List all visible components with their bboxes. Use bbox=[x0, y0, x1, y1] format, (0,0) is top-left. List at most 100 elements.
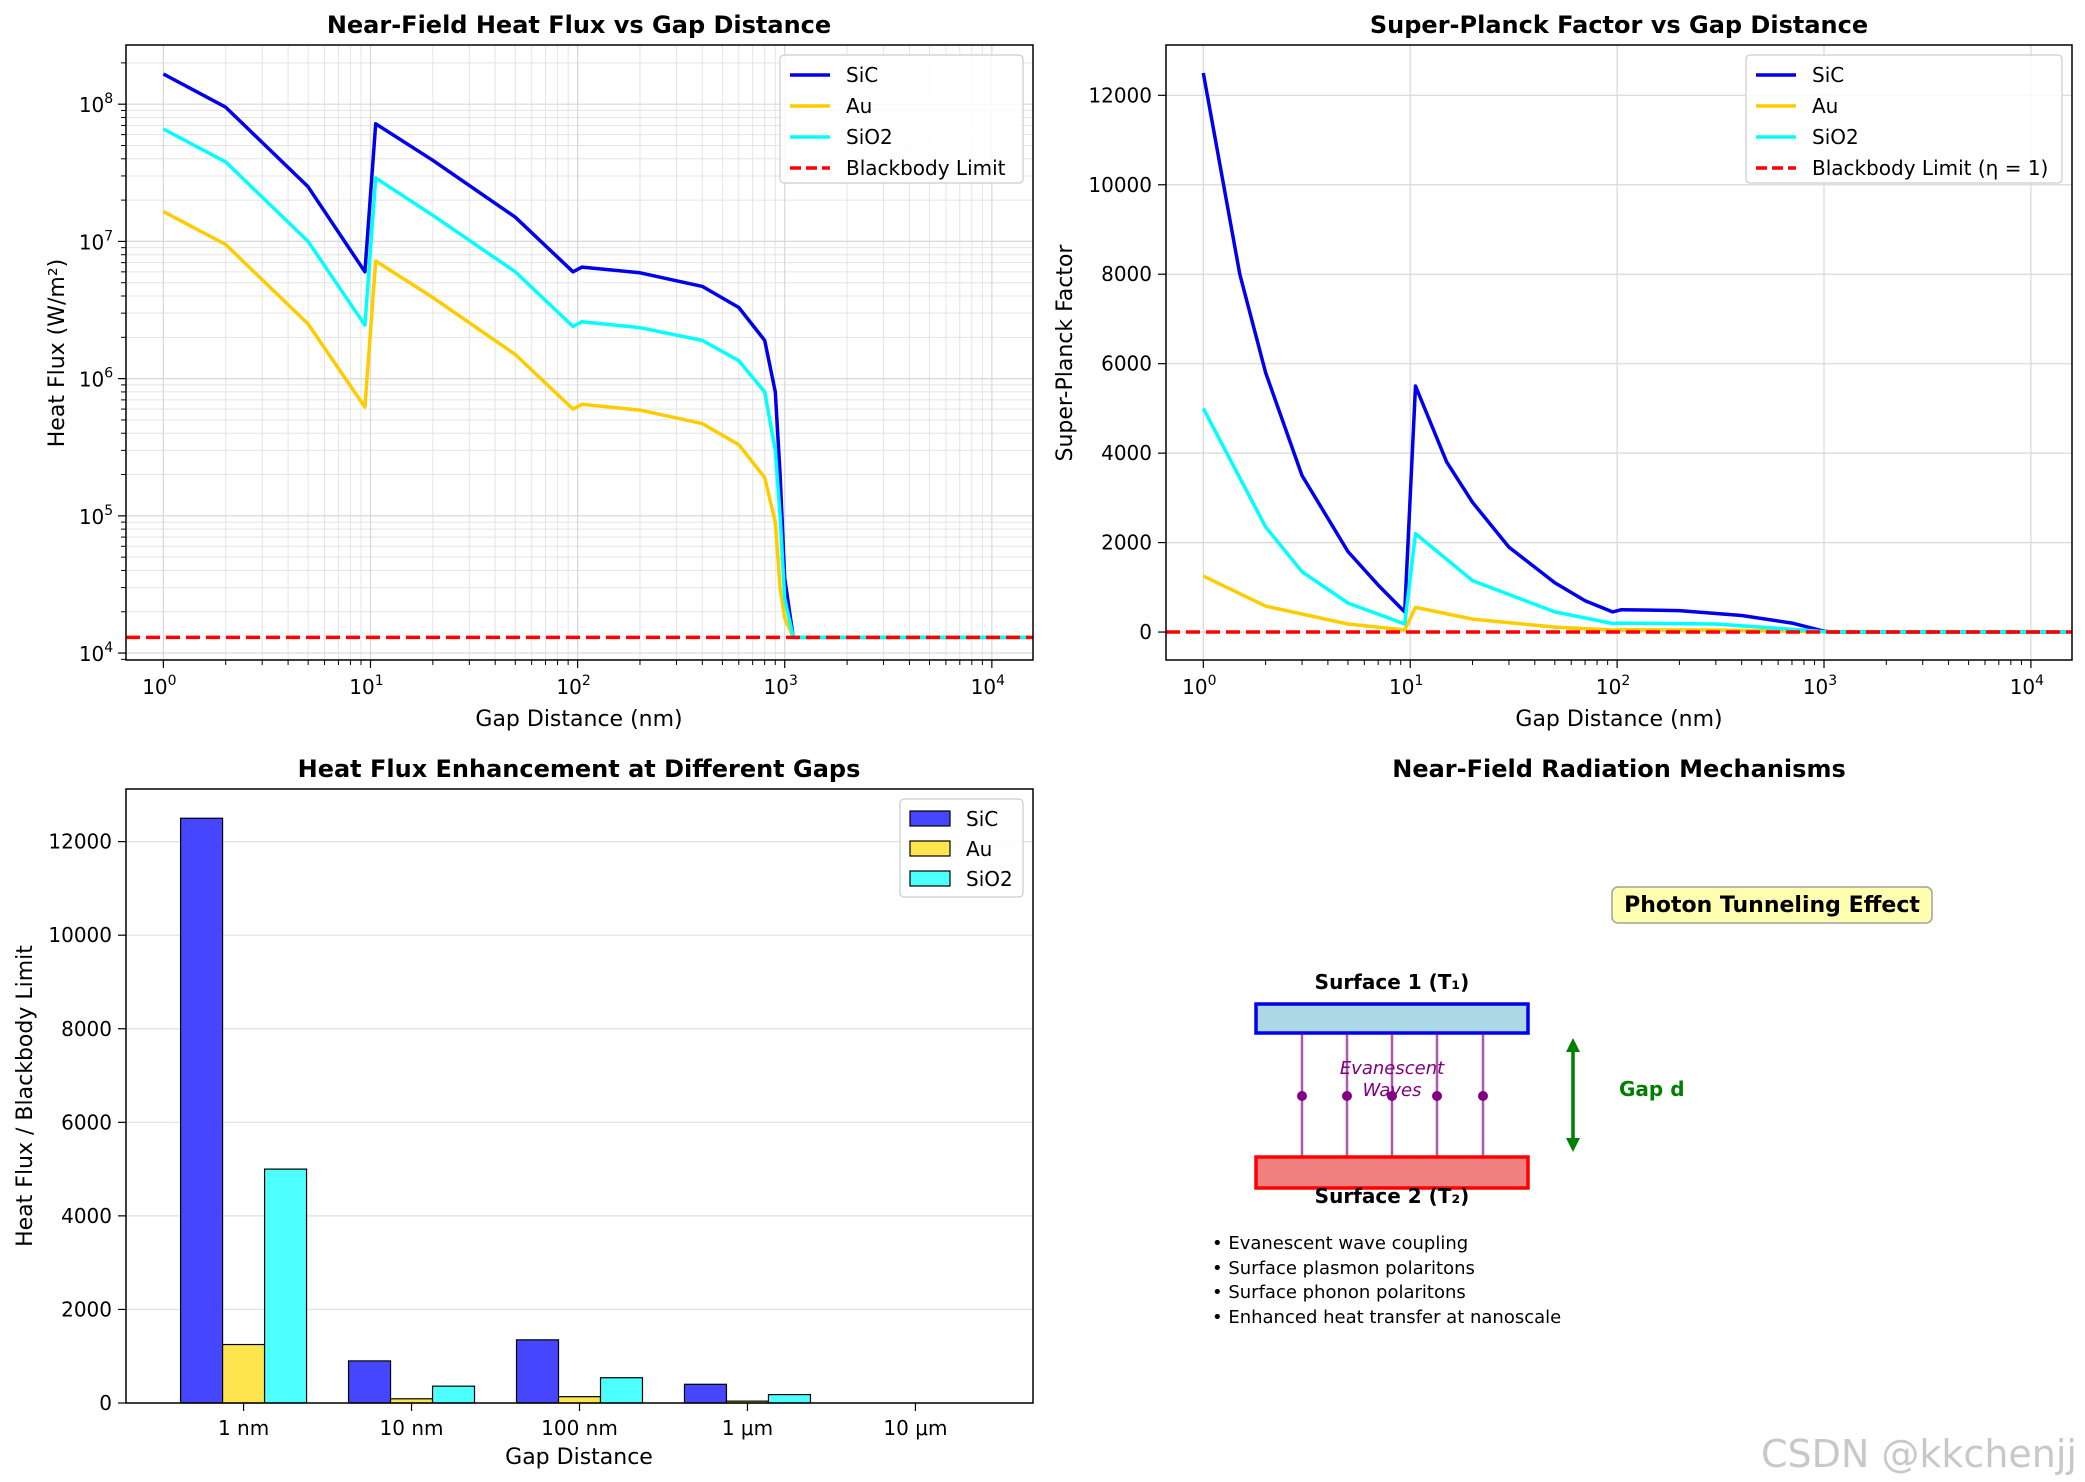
x-tick-label: 103 bbox=[764, 673, 798, 699]
y-tick-label: 10000 bbox=[48, 923, 112, 947]
y-tick-label: 12000 bbox=[1088, 83, 1152, 107]
x-tick-label: 100 nm bbox=[541, 1416, 618, 1440]
legend-label: Au bbox=[1812, 94, 1838, 118]
x-axis-label: Gap Distance (nm) bbox=[1515, 707, 1722, 732]
series-line-sio2 bbox=[1201, 407, 2068, 634]
x-tick-label: 104 bbox=[2010, 673, 2044, 699]
y-tick-label: 4000 bbox=[1101, 441, 1152, 465]
gap-label: Gap d bbox=[1619, 1077, 1685, 1101]
x-axis-label: Gap Distance bbox=[505, 1445, 653, 1470]
mechanisms-diagram: Near-Field Radiation Mechanisms Photon T… bbox=[1212, 755, 1933, 1328]
plot-frame bbox=[125, 788, 1034, 1404]
bar-sic-0 bbox=[179, 817, 224, 1404]
bar-sic-2 bbox=[515, 1339, 560, 1404]
bar-sio2-3 bbox=[767, 1393, 812, 1404]
legend-label: SiC bbox=[846, 63, 878, 87]
series-group bbox=[126, 72, 1033, 640]
y-tick-label: 2000 bbox=[61, 1297, 112, 1321]
mechanism-bullets: • Evanescent wave coupling • Surface pla… bbox=[1212, 1233, 1561, 1328]
enhancement-bar-chart: 0 2000 4000 6000 8000 10000 12000 1 nm 10 nm 100 … bbox=[13, 755, 1034, 1470]
x-tick-label: 10 μm bbox=[883, 1416, 947, 1440]
watermark: CSDN @kkchenjj bbox=[1761, 1432, 2077, 1476]
x-tick-label: 103 bbox=[1803, 673, 1837, 699]
gap-arrow bbox=[1566, 1038, 1580, 1152]
legend-label: SiO2 bbox=[1812, 125, 1859, 149]
legend-label: Blackbody Limit bbox=[846, 156, 1006, 180]
legend-box bbox=[1745, 54, 2063, 184]
y-tick-label: 0 bbox=[1139, 620, 1152, 644]
y-tick-label: 107 bbox=[79, 228, 113, 254]
chart-title: Super-Planck Factor vs Gap Distance bbox=[1370, 11, 1868, 39]
bar-sio2-1 bbox=[431, 1385, 476, 1404]
bar-sic-1 bbox=[347, 1360, 392, 1404]
x-tick-label: 102 bbox=[556, 673, 590, 699]
y-tick-label: 10000 bbox=[1088, 173, 1152, 197]
y-tick-label: 106 bbox=[79, 366, 113, 392]
surface2-plate bbox=[1254, 1155, 1530, 1190]
y-tick-label: 2000 bbox=[1101, 531, 1152, 555]
legend-label: Blackbody Limit (η = 1) bbox=[1812, 156, 2048, 180]
bullet-item: • Surface phonon polaritons bbox=[1212, 1282, 1466, 1303]
x-tick-label: 1 nm bbox=[218, 1416, 269, 1440]
legend-label: Au bbox=[846, 94, 872, 118]
series-line-au bbox=[162, 210, 1029, 640]
y-tick-label: 6000 bbox=[1101, 352, 1152, 376]
legend-swatch bbox=[909, 870, 951, 887]
series-line-sio2 bbox=[162, 127, 1029, 640]
evanescent-waves bbox=[1297, 1033, 1488, 1157]
y-axis-label: Super-Planck Factor bbox=[1053, 244, 1078, 462]
x-tick-label: 104 bbox=[971, 673, 1005, 699]
tunneling-badge-label: Photon Tunneling Effect bbox=[1624, 893, 1920, 918]
bar-sio2-0 bbox=[263, 1168, 308, 1404]
plot-frame bbox=[1165, 44, 2073, 661]
x-tick-label: 100 bbox=[1182, 673, 1216, 699]
series-line-sic bbox=[1201, 72, 2068, 634]
x-tick-label: 1 μm bbox=[722, 1416, 773, 1440]
tunneling-badge-box bbox=[1611, 886, 1933, 924]
bullet-item: • Surface plasmon polaritons bbox=[1212, 1258, 1475, 1279]
y-axis-label: Heat Flux / Blackbody Limit bbox=[13, 945, 38, 1247]
legend-label: SiO2 bbox=[966, 867, 1013, 891]
bars bbox=[179, 817, 812, 1404]
y-tick-label: 6000 bbox=[61, 1110, 112, 1134]
bullet-item: • Enhanced heat transfer at nanoscale bbox=[1212, 1307, 1561, 1328]
x-tick-label: 101 bbox=[1389, 673, 1423, 699]
waves-label-line2: Waves bbox=[1363, 1080, 1422, 1101]
x-tick-label: 102 bbox=[1596, 673, 1630, 699]
x-tick-label: 10 nm bbox=[380, 1416, 444, 1440]
plot-frame bbox=[125, 44, 1034, 661]
surface1-label: Surface 1 (T₁) bbox=[1315, 970, 1470, 994]
y-tick-label: 8000 bbox=[1101, 262, 1152, 286]
x-axis-label: Gap Distance (nm) bbox=[475, 707, 682, 732]
legend-swatch bbox=[909, 810, 951, 827]
y-tick-label: 0 bbox=[99, 1391, 112, 1415]
y-tick-label: 8000 bbox=[61, 1017, 112, 1041]
grid bbox=[118, 841, 1033, 1411]
waves-label-line1: Evanescent bbox=[1340, 1058, 1445, 1079]
bar-au-2 bbox=[557, 1396, 602, 1404]
legend: SiC Au SiO2 bbox=[899, 798, 1024, 898]
legend-swatch bbox=[909, 840, 951, 857]
y-tick-label: 108 bbox=[79, 91, 113, 117]
diagram-title: Near-Field Radiation Mechanisms bbox=[1392, 755, 1845, 783]
y-tick-label: 4000 bbox=[61, 1204, 112, 1228]
heat-flux-line-chart: 100 101 102 103 104 104 105 106 107 108 Near-Field… bbox=[45, 11, 1034, 732]
legend: SiC Au SiO2 Blackbody Limit bbox=[779, 54, 1024, 184]
legend-label: SiC bbox=[966, 807, 998, 831]
y-axis-label: Heat Flux (W/m²) bbox=[45, 259, 70, 447]
series-line-sic bbox=[162, 72, 1029, 640]
legend: SiC Au SiO2 Blackbody Limit (η = 1) bbox=[1745, 54, 2063, 184]
x-tick-label: 101 bbox=[349, 673, 383, 699]
surface1-plate bbox=[1254, 1002, 1530, 1035]
y-tick-label: 105 bbox=[79, 503, 113, 529]
bullet-item: • Evanescent wave coupling bbox=[1212, 1233, 1468, 1254]
chart-title: Near-Field Heat Flux vs Gap Distance bbox=[327, 11, 831, 39]
legend-label: Au bbox=[966, 837, 992, 861]
super-planck-line-chart: 100 101 102 103 104 0 2000 4000 6000 8000 10000 120… bbox=[1053, 11, 2073, 732]
legend-label: SiC bbox=[1812, 63, 1844, 87]
x-tick-label: 100 bbox=[142, 673, 176, 699]
bar-sic-3 bbox=[683, 1383, 728, 1404]
legend-label: SiO2 bbox=[846, 125, 893, 149]
legend-box bbox=[779, 54, 1024, 184]
